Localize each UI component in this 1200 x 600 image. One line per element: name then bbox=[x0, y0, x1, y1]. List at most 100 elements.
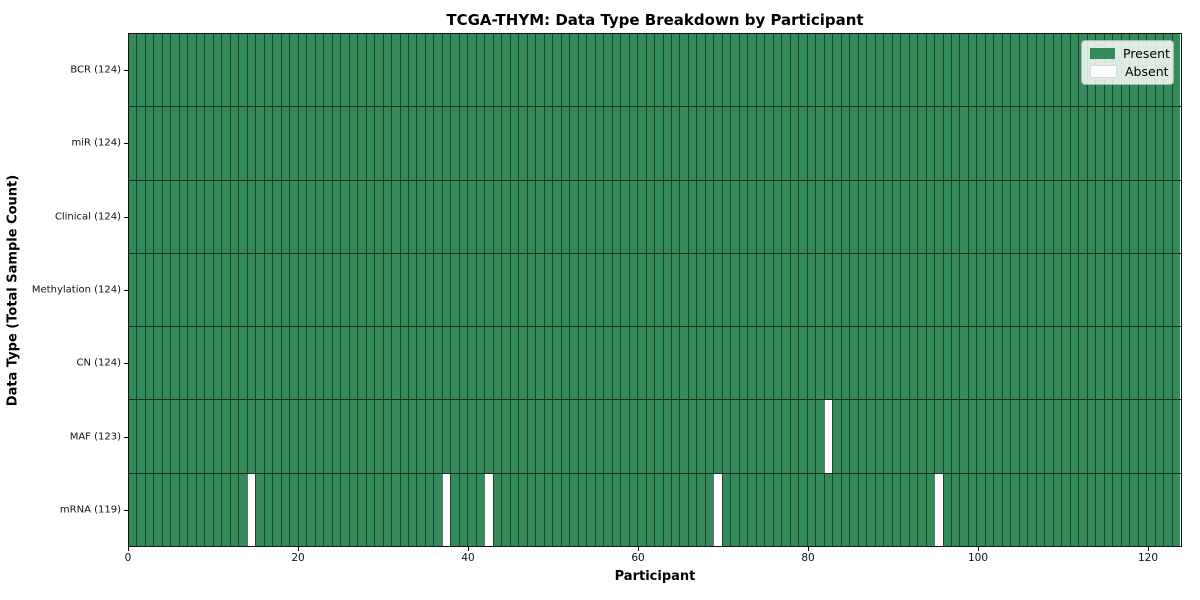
cell-present bbox=[221, 180, 230, 253]
cell-absent bbox=[713, 473, 722, 546]
cell-present bbox=[806, 327, 816, 400]
cell-present bbox=[823, 107, 833, 180]
cell-present bbox=[297, 253, 307, 327]
cell-present bbox=[391, 253, 400, 327]
cell-present bbox=[1112, 473, 1121, 546]
cell-present bbox=[1086, 107, 1096, 180]
cell-present bbox=[357, 180, 366, 253]
cell-present bbox=[221, 473, 230, 546]
cell-present bbox=[823, 180, 833, 253]
cell-present bbox=[857, 400, 867, 473]
cell-present bbox=[959, 180, 968, 253]
heatmap-row-clinical bbox=[129, 179, 1181, 253]
cell-present bbox=[1010, 107, 1019, 180]
cell-present bbox=[221, 253, 230, 327]
cell-present bbox=[866, 253, 875, 327]
cell-present bbox=[1086, 400, 1096, 473]
cell-present bbox=[713, 327, 722, 400]
cell-present bbox=[1018, 180, 1028, 253]
cell-present bbox=[255, 180, 264, 253]
cell-present bbox=[925, 327, 935, 400]
x-tick-label: 100 bbox=[967, 552, 989, 564]
cell-present bbox=[272, 473, 281, 546]
cell-present bbox=[263, 180, 273, 253]
cell-present bbox=[129, 327, 137, 400]
cell-present bbox=[306, 473, 315, 546]
cell-present bbox=[501, 327, 510, 400]
cell-present bbox=[323, 180, 332, 253]
cell-present bbox=[917, 180, 926, 253]
cell-present bbox=[306, 400, 315, 473]
cell-present bbox=[348, 400, 358, 473]
cell-present bbox=[611, 180, 621, 253]
cell-present bbox=[382, 400, 392, 473]
cell-present bbox=[204, 253, 213, 327]
cell-present bbox=[628, 327, 638, 400]
cell-present bbox=[1035, 253, 1045, 327]
cell-present bbox=[1010, 327, 1019, 400]
cell-present bbox=[229, 107, 239, 180]
cell-present bbox=[136, 473, 145, 546]
cell-present bbox=[136, 253, 145, 327]
cell-present bbox=[543, 180, 553, 253]
cell-present bbox=[917, 473, 926, 546]
cell-present bbox=[129, 473, 137, 546]
cell-present bbox=[637, 327, 646, 400]
cell-present bbox=[323, 400, 332, 473]
cell-present bbox=[204, 400, 213, 473]
cell-present bbox=[195, 34, 205, 107]
cell-present bbox=[1044, 327, 1053, 400]
cell-present bbox=[357, 107, 366, 180]
cell-present bbox=[704, 180, 714, 253]
cell-present bbox=[424, 180, 434, 253]
cell-present bbox=[891, 107, 901, 180]
cell-present bbox=[849, 327, 858, 400]
cell-present bbox=[569, 473, 578, 546]
cell-present bbox=[1018, 253, 1028, 327]
cell-present bbox=[908, 400, 918, 473]
cell-present bbox=[153, 400, 162, 473]
cell-present bbox=[204, 107, 213, 180]
cell-present bbox=[577, 253, 587, 327]
cell-present bbox=[450, 253, 459, 327]
cell-present bbox=[857, 180, 867, 253]
cell-present bbox=[144, 327, 154, 400]
cell-present bbox=[475, 473, 485, 546]
cell-present bbox=[221, 327, 230, 400]
cell-present bbox=[407, 180, 417, 253]
cell-present bbox=[942, 327, 951, 400]
cell-present bbox=[509, 34, 519, 107]
cell-present bbox=[450, 327, 459, 400]
cell-present bbox=[297, 327, 307, 400]
cell-present bbox=[908, 327, 918, 400]
cell-present bbox=[942, 473, 951, 546]
cell-present bbox=[1086, 327, 1096, 400]
cell-present bbox=[348, 327, 358, 400]
cell-present bbox=[883, 327, 892, 400]
cell-present bbox=[984, 473, 994, 546]
cell-present bbox=[441, 327, 451, 400]
cell-present bbox=[399, 400, 408, 473]
cell-present bbox=[297, 400, 307, 473]
cell-present bbox=[492, 107, 502, 180]
cell-present bbox=[917, 107, 926, 180]
cell-present bbox=[272, 107, 281, 180]
cell-present bbox=[917, 34, 926, 107]
cell-present bbox=[136, 400, 145, 473]
cell-present bbox=[874, 180, 884, 253]
cell-present bbox=[713, 34, 722, 107]
cell-present bbox=[1061, 253, 1070, 327]
cell-present bbox=[340, 180, 349, 253]
cell-present bbox=[297, 34, 307, 107]
cell-present bbox=[238, 180, 247, 253]
cell-present bbox=[212, 34, 222, 107]
cell-present bbox=[246, 253, 256, 327]
cell-absent bbox=[441, 473, 451, 546]
cell-present bbox=[475, 34, 485, 107]
cell-present bbox=[1171, 400, 1181, 473]
cell-present bbox=[340, 34, 349, 107]
cell-present bbox=[501, 107, 510, 180]
cell-present bbox=[696, 400, 705, 473]
cell-present bbox=[840, 400, 850, 473]
cell-present bbox=[654, 253, 663, 327]
